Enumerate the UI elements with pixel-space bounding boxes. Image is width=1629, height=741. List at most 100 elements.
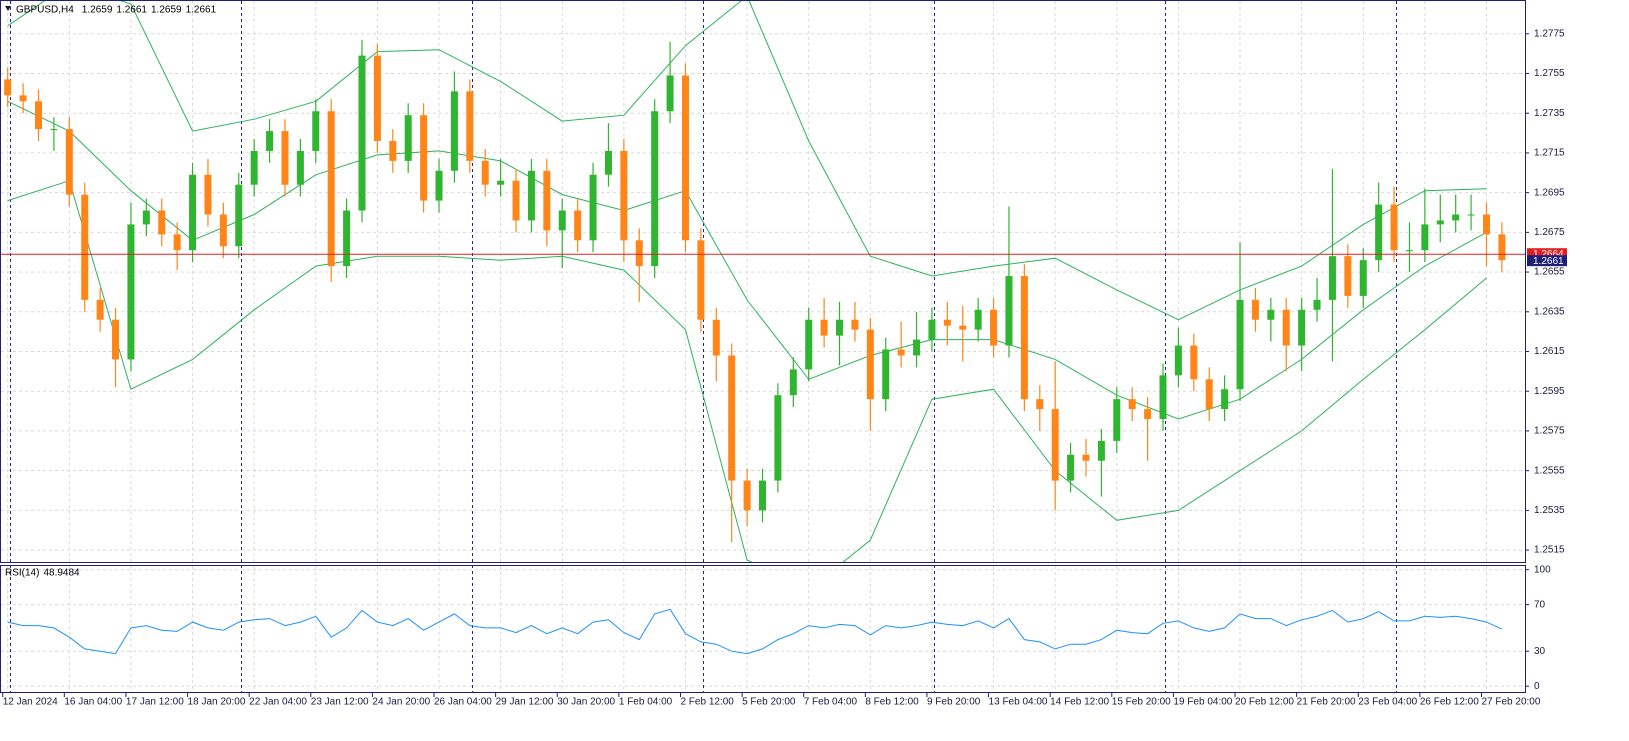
candle-body (4, 79, 12, 96)
rsi-title: RSI(14) (5, 568, 39, 579)
candle-body (866, 329, 874, 400)
candle-body (19, 95, 27, 102)
candle-body (173, 234, 181, 251)
candle-body (497, 180, 505, 185)
candle-body (666, 75, 674, 112)
candle-body (281, 131, 289, 185)
candle-body (1051, 409, 1059, 481)
y-tick-label: 1.2675 (1534, 227, 1565, 238)
x-tick-label: 20 Feb 12:00 (1235, 697, 1294, 708)
x-tick-label: 22 Jan 04:00 (249, 697, 307, 708)
header-value: 1.2661 (186, 5, 217, 16)
candle-body (1390, 204, 1398, 251)
candle-body (296, 150, 304, 185)
candle-body (1421, 224, 1429, 251)
candle-body (1236, 299, 1244, 390)
candle-body (697, 240, 705, 320)
y-tick-label: 1.2575 (1534, 426, 1565, 437)
x-tick-label: 7 Feb 04:00 (804, 697, 858, 708)
candle-body (1020, 276, 1028, 400)
candle-body (420, 115, 428, 201)
candle-body (358, 55, 366, 211)
y-tick-label: 1.2775 (1534, 28, 1565, 39)
candle-body (589, 174, 597, 241)
candle-body (312, 111, 320, 151)
candle-body (1221, 389, 1229, 410)
candle-body (728, 355, 736, 481)
x-tick-label: 30 Jan 20:00 (557, 697, 615, 708)
candle-body (527, 170, 535, 221)
header-value: 1.2661 (116, 5, 147, 16)
candle-body (250, 150, 258, 185)
candle-body (35, 101, 43, 130)
y-tick-label: 100 (1534, 564, 1551, 575)
candle-body (651, 111, 659, 267)
x-tick-label: 2 Feb 12:00 (680, 697, 734, 708)
candle-body (1359, 260, 1367, 296)
candle-body (759, 480, 766, 511)
candle-body (774, 395, 782, 481)
y-tick-label: 1.2535 (1534, 505, 1565, 516)
candle-body (820, 319, 828, 336)
candle-body (897, 349, 905, 356)
candle-body (1436, 220, 1444, 225)
x-tick-label: 19 Feb 04:00 (1173, 697, 1232, 708)
x-tick-label: 29 Jan 12:00 (496, 697, 554, 708)
y-tick-label: 1.2595 (1534, 386, 1565, 397)
main-frame (0, 0, 1526, 563)
candle-body (481, 160, 489, 185)
x-tick-label: 16 Jan 04:00 (64, 697, 122, 708)
candle-body (805, 319, 813, 370)
x-tick-label: 23 Feb 04:00 (1358, 697, 1417, 708)
candle-body (512, 180, 520, 221)
x-tick-label: 23 Jan 12:00 (311, 697, 369, 708)
x-tick-label: 26 Feb 12:00 (1420, 697, 1479, 708)
candle-body (189, 174, 197, 251)
candle-body (142, 210, 150, 225)
candle-body (1174, 345, 1182, 376)
candle-body (81, 194, 89, 300)
candle-body (1251, 299, 1259, 320)
candle-body (96, 299, 104, 320)
candle-body (450, 91, 458, 171)
candle-body (543, 170, 551, 231)
rsi-line (7, 608, 1503, 655)
candle-body (635, 240, 643, 267)
candle-body (1344, 256, 1352, 296)
candle-body (1328, 256, 1336, 300)
x-tick-label: 9 Feb 20:00 (927, 697, 981, 708)
candle-body (204, 174, 212, 215)
candle-body (789, 369, 797, 396)
candle-body (1405, 250, 1413, 252)
y-tick-label: 1.2715 (1534, 148, 1565, 159)
candle-body (466, 91, 474, 161)
candle-body (1128, 399, 1136, 410)
bollinger-lower (7, 180, 1487, 562)
y-tick-label: 1.2635 (1534, 306, 1565, 317)
candle-body (1313, 299, 1321, 310)
y-tick-label: 70 (1534, 599, 1546, 610)
candle-body (1005, 276, 1013, 346)
y-tick-label: 0 (1534, 681, 1540, 692)
y-tick-label: 1.2735 (1534, 108, 1565, 119)
y-tick-label: 30 (1534, 646, 1546, 657)
candle-body (1036, 399, 1044, 410)
candle-body (959, 325, 967, 330)
x-tick-label: 1 Feb 04:00 (619, 697, 673, 708)
header-value: 1.2659 (151, 5, 182, 16)
candle-body (882, 349, 890, 400)
candle-body (1467, 214, 1475, 216)
menu-triangle[interactable] (5, 6, 11, 11)
symbol-title: GBPUSD,H4 (16, 5, 74, 16)
candle-body (1067, 454, 1075, 481)
candle-body (681, 75, 689, 241)
candle-body (127, 224, 135, 360)
rsi-value: 48.9484 (43, 568, 80, 579)
candle-body (158, 210, 166, 235)
candle-body (1113, 399, 1121, 441)
candle-body (943, 319, 951, 326)
y-tick-label: 1.2655 (1534, 267, 1565, 278)
y-tick-label: 1.2515 (1534, 545, 1565, 556)
rsi-pane (7, 608, 1503, 655)
